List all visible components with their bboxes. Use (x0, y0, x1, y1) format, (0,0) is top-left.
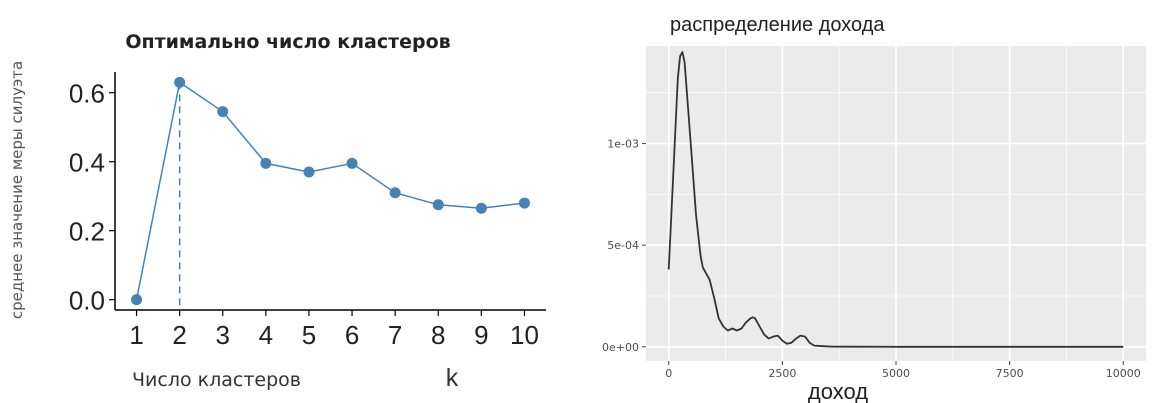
x-tick-label: 10 (510, 320, 539, 350)
data-point (389, 187, 401, 199)
axes: 0 2500 5000 7500 10000 0e+00 5e-04 1e-03 (602, 138, 1141, 380)
y-tick-label: 0e+00 (602, 341, 639, 354)
series-line (135, 81, 525, 300)
data-marks (131, 76, 530, 310)
x-tick-label: 7 (388, 320, 402, 350)
x-tick-label: 8 (431, 320, 445, 350)
x-tick-label: 4 (259, 320, 273, 350)
x-tick-label: 6 (345, 320, 359, 350)
data-marks (667, 51, 1124, 348)
data-point (217, 106, 229, 118)
chart-title: распределение дохода (670, 14, 885, 36)
axes: 0.0 0.2 0.4 0.6 1 2 3 4 5 6 7 8 9 10 (69, 72, 546, 350)
x-axis-label: доход (808, 379, 868, 403)
data-point (475, 202, 487, 214)
data-point (346, 157, 358, 169)
data-point (303, 166, 315, 178)
data-point (174, 76, 186, 88)
x-tick-label: 3 (216, 320, 230, 350)
y-tick-label: 0.0 (69, 286, 105, 316)
income-density-panel: распределение дохода 0 2500 5000 7500 10000 0… (560, 0, 1152, 403)
x-tick-label: 10000 (1106, 367, 1141, 380)
y-tick-label: 0.4 (69, 148, 105, 178)
chart-title: Оптимально число кластеров (125, 31, 450, 53)
x-tick-label: 2500 (768, 367, 796, 380)
silhouette-chart: Оптимально число кластеров среднее значе… (8, 31, 546, 392)
silhouette-chart-panel: Оптимально число кластеров среднее значе… (0, 0, 560, 403)
data-point (131, 294, 143, 306)
x-tick-label: 5 (302, 320, 316, 350)
x-tick-label: 1 (129, 320, 143, 350)
x-tick-label: 9 (474, 320, 488, 350)
x-tick-label: 5000 (882, 367, 910, 380)
y-axis-label: среднее значение меры силуэта (8, 61, 26, 319)
density-line (667, 51, 1124, 348)
x-tick-label: 0 (665, 367, 672, 380)
data-point (518, 197, 530, 209)
y-tick-label: 0.2 (69, 217, 105, 247)
income-density-chart: распределение дохода 0 2500 5000 7500 100000… (602, 14, 1146, 403)
data-point (260, 157, 272, 169)
data-point (432, 199, 444, 211)
y-tick-label: 0.6 (69, 79, 105, 109)
x-axis-label: Число кластеров (132, 369, 301, 391)
x-axis-k-label: k (446, 364, 459, 392)
y-tick-label: 1e-03 (607, 138, 639, 151)
y-tick-label: 5e-04 (607, 239, 639, 252)
x-tick-label: 2 (172, 320, 186, 350)
x-tick-label: 7500 (996, 367, 1024, 380)
